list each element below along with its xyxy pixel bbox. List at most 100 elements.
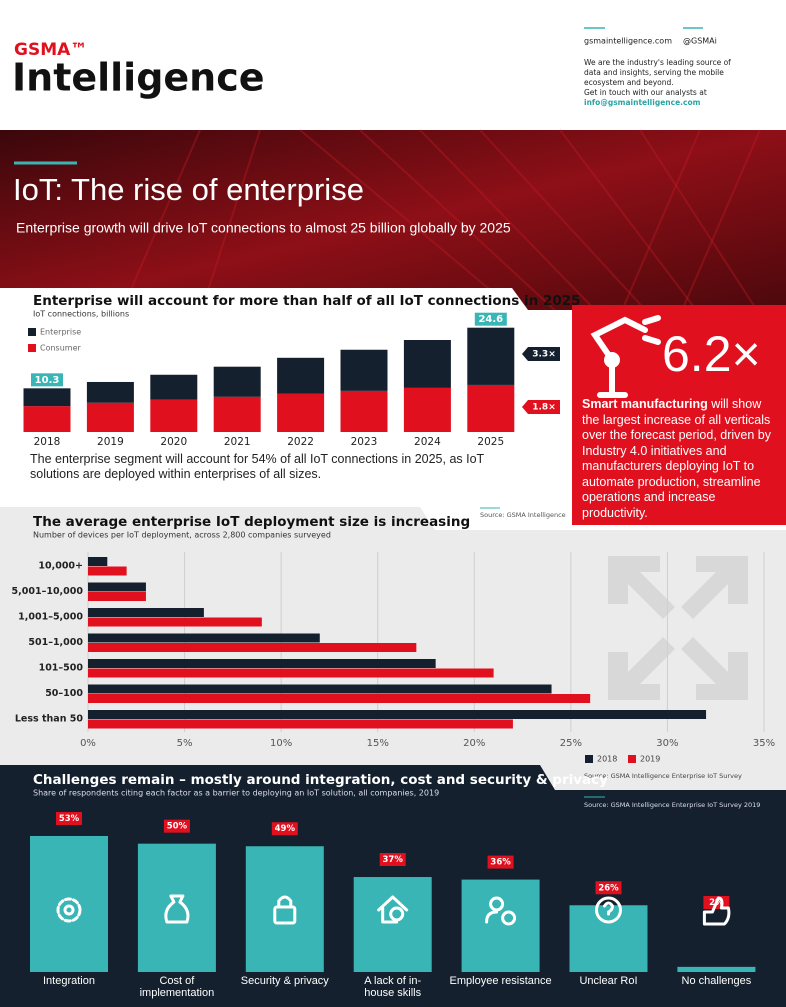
x-tick-label: Cost of implementation xyxy=(139,975,215,999)
bar xyxy=(88,684,552,694)
x-tick-label: 35% xyxy=(753,738,775,749)
chart-source: Source: GSMA Intelligence xyxy=(480,511,566,519)
legend-swatch xyxy=(628,755,636,763)
bar-segment xyxy=(403,339,451,388)
value-label-box xyxy=(595,881,622,895)
y-tick-label: 101–500 xyxy=(39,663,84,674)
bar xyxy=(30,835,108,972)
y-tick-label: 501–1,000 xyxy=(28,637,83,648)
bar-icon xyxy=(702,896,731,926)
chart-source: Source: GSMA Intelligence Enterprise IoT… xyxy=(584,772,742,780)
about-text: We are the industry's leading source of … xyxy=(584,58,731,87)
bar-icon xyxy=(377,895,409,924)
bar-segment xyxy=(213,396,261,432)
total-box xyxy=(31,373,63,387)
value-label: 26% xyxy=(598,883,619,893)
annotation-label: 3.3× xyxy=(532,350,555,360)
bar xyxy=(88,719,513,729)
hero-subtitle: Enterprise growth will drive IoT connect… xyxy=(16,220,511,236)
legend-swatch xyxy=(28,328,36,336)
arrows-decor xyxy=(608,556,748,700)
y-tick-label: Less than 50 xyxy=(15,714,84,725)
y-tick-label: 1,001–5,000 xyxy=(18,612,83,623)
bar-segment xyxy=(277,393,325,432)
total-box xyxy=(474,312,507,326)
x-tick-label: 30% xyxy=(656,738,678,749)
annotation-box xyxy=(522,400,560,414)
highlight-panel xyxy=(572,305,786,525)
bar xyxy=(88,633,320,643)
icon-part xyxy=(273,905,297,925)
annotation-box xyxy=(522,347,560,361)
value-label-box xyxy=(56,811,82,825)
x-tick-label: Security & privacy xyxy=(240,975,329,987)
annotation-label: 1.8× xyxy=(532,403,555,413)
icon-part xyxy=(485,910,499,924)
bar xyxy=(88,694,591,703)
hero-texture xyxy=(119,129,761,316)
highlight-figure: 6.2× xyxy=(662,326,761,382)
bar-icon xyxy=(595,896,622,924)
bar-segment xyxy=(467,384,515,432)
bar xyxy=(353,877,432,972)
bar xyxy=(88,617,262,627)
bar xyxy=(88,668,494,678)
y-tick-label: 10,000+ xyxy=(38,561,83,572)
hero-background xyxy=(0,130,786,315)
x-tick-label: 20% xyxy=(463,738,485,749)
logo-text: Intelligence xyxy=(12,56,265,100)
bar xyxy=(137,843,216,972)
bar-segment xyxy=(86,402,134,432)
legend-label: 2019 xyxy=(640,755,660,764)
value-label-box xyxy=(271,822,298,836)
icon-part xyxy=(377,895,409,924)
bar-segment xyxy=(403,387,451,432)
value-label: 53% xyxy=(59,814,80,824)
x-tick-label: 0% xyxy=(80,738,96,749)
value-label: 50% xyxy=(167,822,188,832)
value-label-box xyxy=(163,819,190,833)
icon-part xyxy=(489,896,505,912)
bar-segment xyxy=(467,327,515,385)
x-tick-label: 15% xyxy=(367,738,389,749)
bar xyxy=(569,905,648,972)
chart-subtitle: IoT connections, billions xyxy=(33,310,129,319)
value-label: 49% xyxy=(275,824,296,834)
y-tick-label: 50–100 xyxy=(45,688,83,699)
bar-segment xyxy=(277,357,325,394)
bar xyxy=(677,966,756,972)
website: gsmaintelligence.com xyxy=(584,37,672,46)
icon-part xyxy=(603,901,614,916)
x-tick-label: 5% xyxy=(177,738,193,749)
icon-part xyxy=(277,895,293,909)
x-tick-label: Integration xyxy=(43,975,95,987)
chart-caption: The enterprise segment will account for … xyxy=(30,452,484,481)
bar xyxy=(88,582,146,592)
twitter: @GSMAi xyxy=(683,37,717,46)
icon-part xyxy=(595,896,622,924)
email: info@gsmaintelligence.com xyxy=(584,98,701,107)
icon-part xyxy=(389,906,405,922)
x-tick-label: 10% xyxy=(270,738,292,749)
x-tick-label: 25% xyxy=(560,738,582,749)
bar xyxy=(88,557,108,566)
bar xyxy=(88,643,417,652)
bar-segment xyxy=(340,390,388,432)
value-label-box xyxy=(487,855,514,869)
legend-label: Consumer xyxy=(40,344,82,353)
legend-label: Enterprise xyxy=(40,328,81,337)
contact-text: Get in touch with our analysts at xyxy=(584,88,707,97)
legend-swatch xyxy=(585,755,593,763)
x-tick-label: 2021 xyxy=(224,436,251,448)
icon-part xyxy=(501,910,517,926)
bar xyxy=(88,710,707,719)
chart-title: Enterprise will account for more than ha… xyxy=(33,293,581,309)
bar-icon xyxy=(485,896,517,926)
value-label: 37% xyxy=(383,855,404,865)
x-tick-label: 2019 xyxy=(97,436,124,448)
bar-segment xyxy=(23,388,71,407)
chart-subtitle: Share of respondents citing each factor … xyxy=(33,789,439,798)
bar-icon xyxy=(273,895,297,925)
x-tick-label: A lack of in-house skills xyxy=(364,975,422,999)
bar-segment xyxy=(213,366,261,397)
